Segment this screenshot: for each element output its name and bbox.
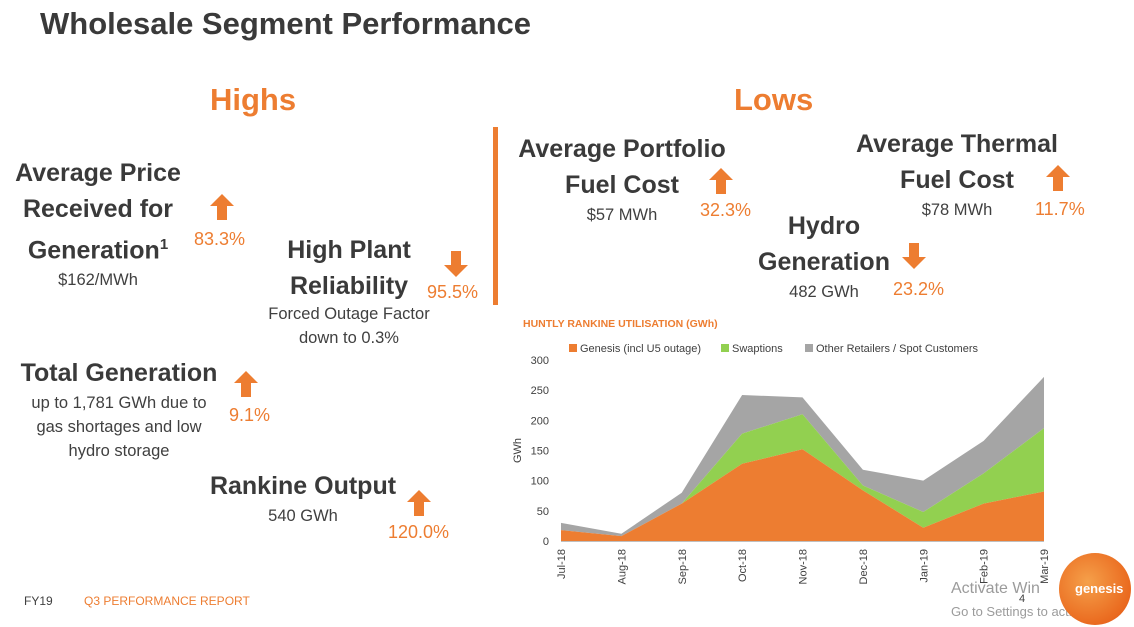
avg-price-pct: 83.3%: [194, 229, 246, 249]
arrow-up-icon: [1046, 165, 1070, 191]
reliability-detail: Forced Outage Factor down to 0.3%: [240, 302, 458, 350]
y-tick-label: 200: [531, 415, 549, 427]
rankine-utilisation-chart: 0 50 100 150 200 250 300 GWh Jul-18 Aug-18 Sep-18 O…: [512, 343, 1051, 584]
hydro-value: 482 GWh: [789, 283, 859, 301]
arrow-up-icon: [210, 194, 234, 220]
portfolio-fuel-pct: 32.3%: [700, 200, 752, 220]
arrow-up-icon: [234, 371, 258, 397]
rankine-value: 540 GWh: [268, 507, 338, 525]
avg-price-line3: Generation1: [27, 236, 169, 265]
logo-text: genesis: [1075, 581, 1124, 596]
avg-price-line1: Average Price: [15, 159, 181, 187]
x-tick-label: Jan-19: [918, 549, 930, 583]
arrow-down-icon: [902, 243, 926, 269]
x-tick-label: Mar-19: [1039, 549, 1051, 584]
thermal-fuel-pct: 11.7%: [1035, 199, 1085, 219]
reliability-pct: 95.5%: [427, 282, 479, 302]
y-axis-label: GWh: [512, 438, 524, 463]
legend-label: Genesis (incl U5 outage): [580, 343, 701, 355]
series-area-1: [561, 449, 1044, 541]
legend-swatch: [721, 344, 729, 352]
hydro-metric: Hydro Generation 482 GWh: [748, 208, 900, 304]
portfolio-fuel-line2: Fuel Cost: [565, 171, 679, 199]
y-tick-label: 100: [531, 476, 549, 488]
footnote-marker: 1: [159, 236, 169, 253]
reliability-line1: High Plant: [287, 236, 411, 264]
reliability-line2: Reliability: [289, 272, 409, 300]
legend-swatch: [805, 344, 813, 352]
page-title: Wholesale Segment Performance: [40, 6, 531, 41]
x-tick-label: Jul-18: [556, 549, 568, 579]
total-gen-sub2: gas shortages and low: [36, 418, 202, 436]
chart-title: HUNTLY RANKINE UTILISATION (GWh): [523, 318, 718, 330]
series-area-3: [561, 376, 1044, 537]
portfolio-fuel-value: $57 MWh: [586, 206, 658, 224]
x-tick-label: Oct-18: [737, 549, 749, 582]
rankine-pct: 120.0%: [388, 522, 450, 542]
avg-price-metric: Average Price Received for Generation1 $…: [0, 155, 196, 292]
total-gen-line1: Total Generation: [20, 359, 218, 387]
rankine-line1: Rankine Output: [209, 472, 397, 500]
footer-report: Q3 PERFORMANCE REPORT: [84, 594, 250, 608]
avg-price-value: $162/MWh: [58, 271, 138, 290]
x-tick-label: Sep-18: [677, 549, 689, 584]
x-tick-label: Feb-19: [979, 549, 991, 584]
hydro-pct: 23.2%: [893, 279, 945, 299]
thermal-fuel-value: $78 MWh: [921, 201, 993, 219]
x-tick-label: Nov-18: [798, 549, 810, 584]
x-tick-label: Dec-18: [858, 549, 870, 584]
genesis-logo: genesis: [1059, 553, 1131, 625]
arrow-down-icon: [444, 251, 468, 277]
y-tick-label: 50: [537, 506, 549, 518]
avg-price-line2: Received for: [22, 195, 174, 223]
portfolio-fuel-metric: Average Portfolio Fuel Cost $57 MWh: [508, 131, 736, 227]
y-tick-label: 300: [531, 355, 549, 367]
hydro-line2: Generation: [758, 248, 890, 276]
legend-label: Other Retailers / Spot Customers: [816, 343, 979, 355]
legend-swatch: [569, 344, 577, 352]
thermal-fuel-line2: Fuel Cost: [900, 166, 1014, 194]
x-tick-label: Aug-18: [616, 549, 628, 584]
thermal-fuel-metric: Average Thermal Fuel Cost $78 MWh: [848, 126, 1066, 222]
total-gen-sub3: hydro storage: [68, 442, 170, 460]
total-gen-sub1: up to 1,781 GWh due to: [31, 394, 207, 412]
y-tick-label: 250: [531, 385, 549, 397]
page-number: 4: [1019, 593, 1026, 605]
y-tick-label: 150: [531, 446, 549, 458]
reliability-sub1: Forced Outage Factor: [268, 305, 430, 323]
footer-fy: FY19: [24, 594, 53, 608]
arrow-up-icon: [709, 168, 733, 194]
hydro-line1: Hydro: [787, 212, 861, 240]
y-tick-label: 0: [543, 536, 549, 548]
rankine-metric: Rankine Output 540 GWh: [198, 468, 408, 528]
arrow-up-icon: [407, 490, 431, 516]
section-divider: [493, 127, 498, 305]
reliability-metric: High Plant Reliability: [248, 232, 450, 304]
total-gen-pct: 9.1%: [229, 405, 271, 425]
series-area-2: [561, 414, 1044, 537]
thermal-fuel-line1: Average Thermal: [856, 130, 1058, 158]
legend-label: Swaptions: [732, 343, 783, 355]
total-gen-metric: Total Generation up to 1,781 GWh due to …: [0, 355, 238, 463]
lows-heading: Lows: [734, 82, 814, 117]
highs-heading: Highs: [210, 82, 297, 117]
reliability-sub2: down to 0.3%: [299, 329, 399, 347]
watermark-line1: Activate Win: [951, 580, 1040, 597]
portfolio-fuel-line1: Average Portfolio: [518, 135, 726, 163]
